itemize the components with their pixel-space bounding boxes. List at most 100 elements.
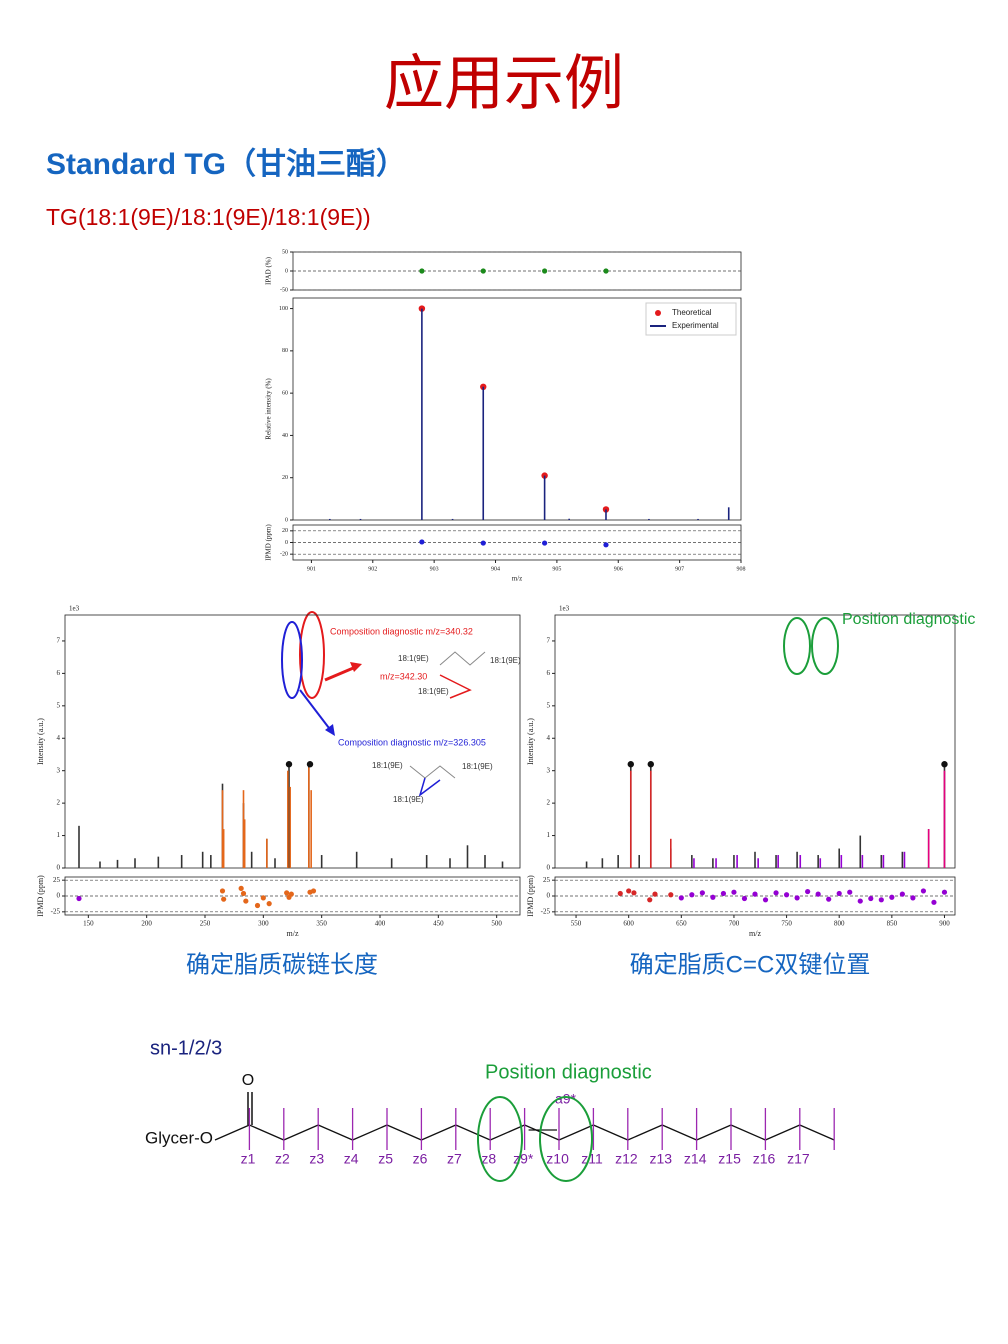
point [602,506,610,513]
point [254,902,261,909]
y-axis-label: IPAD (%) [265,256,273,285]
bond [661,1124,697,1141]
y-axis-label: Intensity (a.u.) [526,718,535,765]
y-axis-label: Relative intensity (%) [265,378,273,440]
point [941,889,948,895]
z-label: z10 [546,1151,569,1167]
x-tick-label: 400 [375,920,386,928]
point [762,897,769,903]
bond [696,1124,732,1141]
point [647,761,654,768]
y-tick-label: 0 [285,517,288,523]
atom: O [242,1072,254,1089]
point [647,897,653,903]
point [678,895,684,901]
point [868,895,874,902]
z-label: z2 [275,1151,290,1167]
point [931,899,937,905]
bond [593,1124,629,1141]
point [920,888,927,894]
y-tick-label: 0 [57,892,61,900]
y-tick-label: -50 [280,287,288,293]
annotation: Position diagnostic [842,611,975,628]
bond [489,1124,525,1141]
arrow-head [325,724,335,736]
z-label: z17 [787,1151,810,1167]
point [260,895,266,901]
z-label: z5 [378,1151,393,1167]
bond [765,1124,801,1141]
point [668,892,674,898]
z-label: z4 [344,1151,359,1167]
y-tick-label: 80 [282,348,288,354]
x-tick-label: 903 [430,566,439,572]
y-tick-label: 4 [547,734,551,742]
x-tick-label: 800 [834,920,845,928]
y-tick-label: 20 [282,475,288,481]
x-tick-label: 850 [887,920,898,928]
point [783,892,790,898]
legend-label: Theoretical [672,308,712,317]
x-axis-label: m/z [512,575,523,583]
y-tick-label: -25 [51,907,61,915]
slide-title: 应用示例 [384,51,624,117]
heading: Standard TG（甘油三酯） [46,147,406,181]
legend-box [645,302,737,336]
x-tick-label: 550 [571,920,582,928]
point [626,888,632,894]
x-tick-label: 300 [258,920,269,928]
x-tick-label: 907 [675,566,684,572]
caption: 确定脂质C=C双键位置 [630,951,871,978]
structure [439,651,486,666]
structure [418,777,441,797]
point [419,539,425,545]
point [741,895,748,902]
point [710,894,716,900]
point [306,761,314,768]
y-tick-label: 5 [547,701,551,709]
plot-frame [64,614,521,869]
y-tick-label: 6 [57,669,61,677]
point [76,895,82,902]
scale-label: 1e3 [559,605,570,613]
x-tick-label: 905 [552,566,561,572]
point [238,885,244,892]
x-tick-label: 350 [316,920,327,928]
point [480,268,486,274]
y-tick-label: 1 [57,831,61,839]
bond [317,1124,353,1141]
arrow [299,689,333,733]
bond [524,1124,560,1141]
x-tick-label: 250 [200,920,211,928]
x-tick-label: 150 [83,920,94,928]
y-tick-label: 2 [57,799,61,807]
annotation: Composition diagnostic m/z=326.305 [338,737,486,747]
point [219,888,226,894]
point [243,898,249,904]
plot-frame [554,614,956,869]
head-group: Glycer-O [145,1128,213,1147]
point [826,896,832,902]
point [542,268,548,274]
bond [352,1124,388,1141]
y-axis-label: IPMD (ppm) [36,875,45,917]
point [889,894,895,900]
y-tick-label: -20 [280,552,288,558]
annotation: 18:1(9E) [418,687,449,696]
y-tick-label: 50 [282,249,288,255]
bond [799,1124,835,1141]
legend-label: Experimental [672,321,719,330]
x-axis-label: m/z [749,929,761,938]
y-tick-label: 3 [57,766,61,774]
annotation: m/z=342.30 [380,671,427,681]
point [699,890,705,896]
diagnostic-label: Position diagnostic [485,1061,652,1083]
z-label: z7 [447,1151,462,1167]
point [603,542,609,548]
annotation: Composition diagnostic m/z=340.32 [330,626,473,636]
x-tick-label: 600 [623,920,634,928]
caption: 确定脂质碳链长度 [186,951,378,978]
y-tick-label: 7 [57,637,61,645]
y-axis-label: IPMD (ppm) [526,875,535,917]
